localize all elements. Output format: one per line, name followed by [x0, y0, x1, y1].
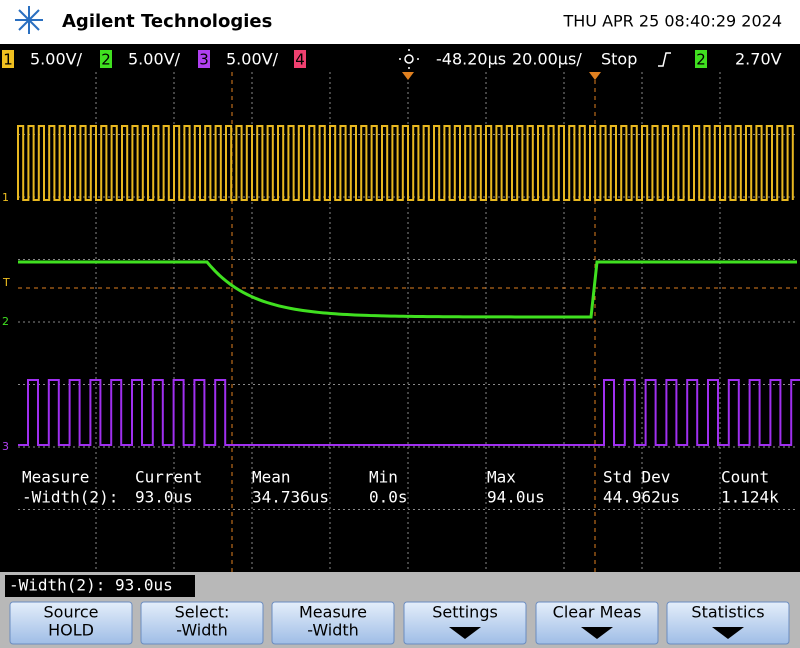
delay: -48.20µs [436, 50, 506, 69]
softkey-label: Settings [432, 603, 498, 622]
ch-number: 4 [295, 51, 305, 69]
meas-header: Count [721, 468, 769, 487]
meas-value: 94.0us [487, 488, 545, 507]
softkey-label: Statistics [691, 603, 764, 622]
softkey[interactable]: Select:-Width [140, 601, 264, 645]
softkey-face [403, 601, 527, 645]
ch4-badge [294, 50, 306, 68]
status-bar [0, 44, 800, 72]
softkey[interactable]: Measure-Width [271, 601, 395, 645]
meas-value: -Width(2): [22, 488, 118, 507]
softkey-label: Clear Meas [553, 603, 642, 622]
measurements: Measure Current Mean Min Max Std Dev Count -Wid… [22, 468, 779, 507]
softkeys: SourceHOLDSelect:-WidthMeasure-WidthSett… [9, 601, 790, 645]
meas-header: Measure [22, 468, 89, 487]
meas-header: Min [369, 468, 398, 487]
softkey-face [535, 601, 659, 645]
meas-header: Std Dev [603, 468, 670, 487]
ch3-trace [18, 379, 800, 446]
softkey-arrow [581, 627, 613, 639]
meas-header: Mean [252, 468, 291, 487]
softkey-label: HOLD [48, 621, 94, 640]
marker: T [2, 276, 10, 289]
delay-marker [402, 72, 414, 80]
ch2-trace [18, 260, 797, 319]
softkey-face [140, 601, 264, 645]
marker: 1 [2, 191, 9, 204]
timebase: 20.00µs/ [512, 50, 582, 69]
header-bar [0, 0, 800, 44]
meas-value: 44.962us [603, 488, 680, 507]
meas-value: 0.0s [369, 488, 408, 507]
meas-header: Current [135, 468, 202, 487]
softkey-face [9, 601, 133, 645]
softkey-face [271, 601, 395, 645]
trigger-slope [658, 52, 671, 67]
delay-icon [399, 49, 419, 69]
trigger-badge [695, 50, 707, 68]
softkey-label: Source [44, 603, 99, 622]
grid [18, 72, 797, 572]
softkey-arrow [712, 627, 744, 639]
ch1-badge [2, 50, 14, 68]
readout-box [5, 575, 195, 597]
logo [15, 6, 43, 34]
softkey-label: -Width [176, 621, 228, 640]
ch-number: 2 [101, 51, 111, 69]
ch-scale: 5.00V/ [226, 50, 279, 69]
ch-number: 1 [3, 51, 13, 69]
trigger-marker [589, 72, 601, 80]
softkey[interactable]: Statistics [666, 601, 790, 645]
meas-header: Max [487, 468, 516, 487]
softkey-face [666, 601, 790, 645]
waveforms [17, 125, 800, 446]
ch1-trace [17, 125, 794, 201]
softkey-arrow [449, 627, 481, 639]
ch-scale: 5.00V/ [128, 50, 181, 69]
run-state: Stop [601, 50, 637, 69]
trigger-source: 2 [696, 51, 706, 69]
softkey-label: Select: [175, 603, 230, 622]
brand: Agilent Technologies [62, 11, 272, 32]
datetime: THU APR 25 08:40:29 2024 [562, 12, 782, 31]
trigger-level: 2.70V [735, 50, 782, 69]
meas-value: 34.736us [252, 488, 329, 507]
softkey-label: Measure [299, 603, 367, 622]
ch3-badge [198, 50, 210, 68]
softkey-label: -Width [307, 621, 359, 640]
meas-value: 93.0us [135, 488, 193, 507]
ch2-badge [100, 50, 112, 68]
marker: 3 [2, 440, 9, 453]
readout: -Width(2): 93.0us [9, 576, 173, 595]
meas-value: 1.124k [721, 488, 779, 507]
softkey[interactable]: Clear Meas [535, 601, 659, 645]
ch-number: 3 [199, 51, 209, 69]
softkey[interactable]: Settings [403, 601, 527, 645]
ch-scale: 5.00V/ [30, 50, 83, 69]
marker: 2 [2, 315, 9, 328]
